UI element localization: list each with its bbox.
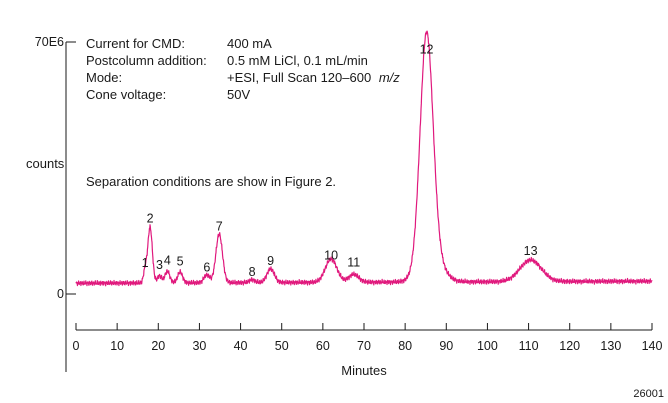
y-axis-label: counts — [26, 156, 65, 171]
peak-label: 10 — [324, 248, 338, 262]
peak-label: 12 — [420, 43, 434, 57]
condition-label: Cone voltage: — [86, 87, 166, 102]
x-tick-label: 70 — [357, 339, 371, 353]
x-tick-label: 0 — [73, 339, 80, 353]
peak-label: 2 — [147, 212, 154, 226]
x-tick-label: 60 — [316, 339, 330, 353]
x-tick-label: 40 — [234, 339, 248, 353]
x-tick-label: 100 — [477, 339, 498, 353]
peak-label: 8 — [249, 265, 256, 279]
x-tick-label: 20 — [151, 339, 165, 353]
peak-label: 7 — [216, 220, 223, 234]
x-tick-label: 130 — [600, 339, 621, 353]
condition-value: +ESI, Full Scan 120–600 m/z — [227, 70, 400, 85]
peak-label: 9 — [267, 254, 274, 268]
peak-label: 1 — [142, 256, 149, 270]
peak-label: 13 — [524, 244, 538, 258]
condition-value-unit: m/z — [379, 70, 400, 85]
figure-code: 26001 — [633, 388, 664, 400]
x-tick-label: 140 — [642, 339, 663, 353]
chromatogram-trace — [75, 30, 653, 287]
y-tick-label: 0 — [57, 287, 64, 301]
x-axis-ticks: 0 10 20 30 40 50 60 70 80 90 100 110 120 130 140 — [73, 323, 663, 353]
peak-label: 5 — [177, 255, 184, 269]
condition-label: Current for CMD: — [86, 36, 185, 51]
x-tick-label: 10 — [110, 339, 124, 353]
x-tick-label: 90 — [439, 339, 453, 353]
x-tick-label: 50 — [275, 339, 289, 353]
x-axis-label: Minutes — [341, 363, 387, 378]
peak-label: 11 — [347, 256, 360, 270]
peak-label: 3 — [156, 258, 163, 272]
separation-note: Separation conditions are show in Figure… — [86, 174, 336, 189]
condition-label: Mode: — [86, 70, 122, 85]
peak-label: 4 — [164, 253, 171, 267]
peak-label: 6 — [203, 260, 210, 274]
condition-label: Postcolumn addition: — [86, 53, 207, 68]
condition-value: 0.5 mM LiCl, 0.1 mL/min — [227, 53, 368, 68]
x-tick-label: 30 — [192, 339, 206, 353]
x-tick-label: 110 — [519, 339, 539, 353]
condition-value-text: +ESI, Full Scan 120–600 — [227, 70, 371, 85]
condition-value: 400 mA — [227, 36, 272, 51]
conditions-block: Current for CMD: 400 mA Postcolumn addit… — [86, 36, 400, 102]
x-tick-label: 80 — [398, 339, 412, 353]
y-tick-label: 70E6 — [35, 35, 64, 49]
x-tick-label: 120 — [559, 339, 580, 353]
condition-value: 50V — [227, 87, 250, 102]
